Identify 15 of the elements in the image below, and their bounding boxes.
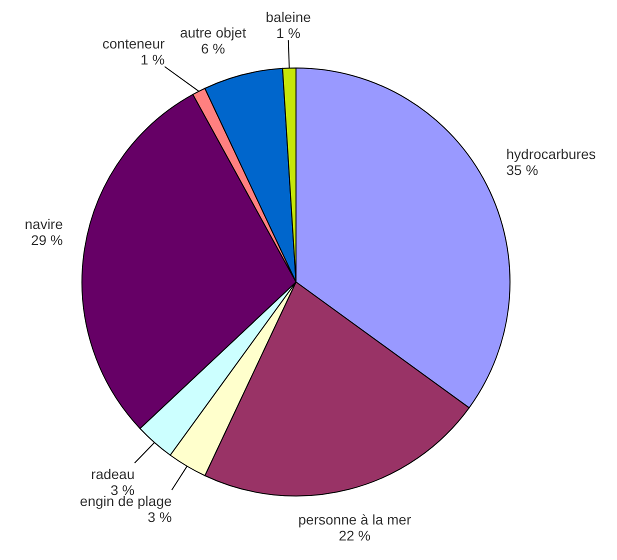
slice-label: radeau [91, 466, 135, 482]
slice-label: hydrocarbures [506, 146, 596, 162]
data-label: 22 % [338, 528, 371, 544]
slice-label: personne à la mer [298, 512, 412, 528]
slice-label: autre objet [180, 24, 246, 40]
slice-label: baleine [266, 9, 312, 26]
slice-label: navire [24, 216, 64, 232]
data-label: 1 % [140, 52, 165, 68]
data-label: 1 % [276, 25, 300, 42]
slice-label: conteneur [102, 35, 166, 52]
data-label: 3 % [148, 509, 172, 526]
data-label: 3 % [110, 482, 135, 498]
data-label: 29 % [30, 232, 63, 248]
data-label: 6 % [200, 40, 226, 56]
data-label: 35 % [506, 162, 538, 178]
